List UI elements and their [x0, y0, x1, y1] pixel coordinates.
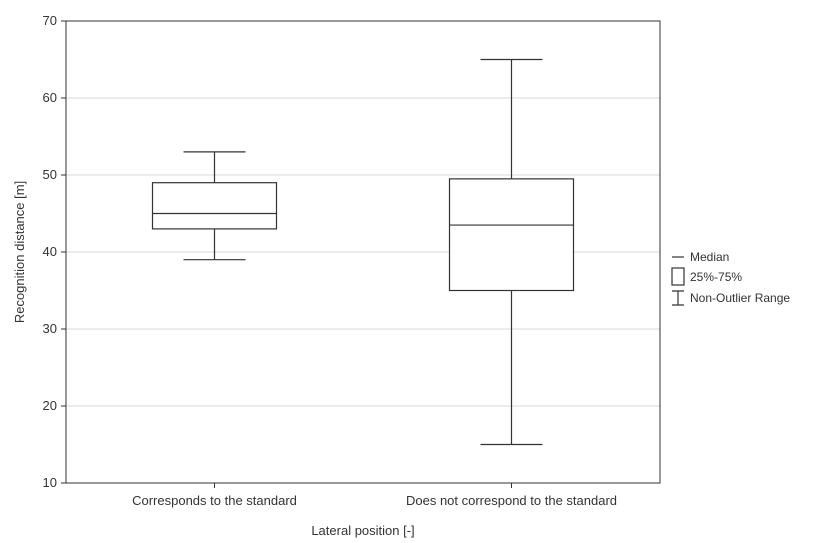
y-tick-label: 10: [43, 475, 57, 490]
y-tick-label: 60: [43, 90, 57, 105]
y-tick-label: 20: [43, 398, 57, 413]
x-tick-label: Corresponds to the standard: [132, 493, 297, 508]
y-axis-title: Recognition distance [m]: [12, 181, 27, 323]
legend: Median 25%-75% Non-Outlier Range: [671, 250, 790, 306]
iqr-box: [448, 178, 575, 292]
x-tick-label: Does not correspond to the standard: [406, 493, 617, 508]
box-group: [151, 151, 278, 261]
legend-iqr-symbol: [671, 267, 685, 286]
y-tick-label: 30: [43, 321, 57, 336]
y-tick-label: 40: [43, 244, 57, 259]
y-axis: 10 20 30 40 50 60 70: [43, 13, 66, 490]
y-tick-label: 70: [43, 13, 57, 28]
iqr-box: [151, 182, 278, 230]
legend-range-symbol: [672, 290, 684, 306]
x-axis-title: Lateral position [-]: [311, 523, 414, 538]
gridlines: [66, 97, 660, 407]
legend-range-label: Non-Outlier Range: [690, 291, 790, 305]
box-group: [448, 58, 575, 446]
boxes: [151, 58, 575, 446]
x-axis: Corresponds to the standard Does not corr…: [132, 483, 617, 508]
legend-median-label: Median: [690, 250, 729, 264]
y-tick-label: 50: [43, 167, 57, 182]
legend-iqr-label: 25%-75%: [690, 270, 742, 284]
